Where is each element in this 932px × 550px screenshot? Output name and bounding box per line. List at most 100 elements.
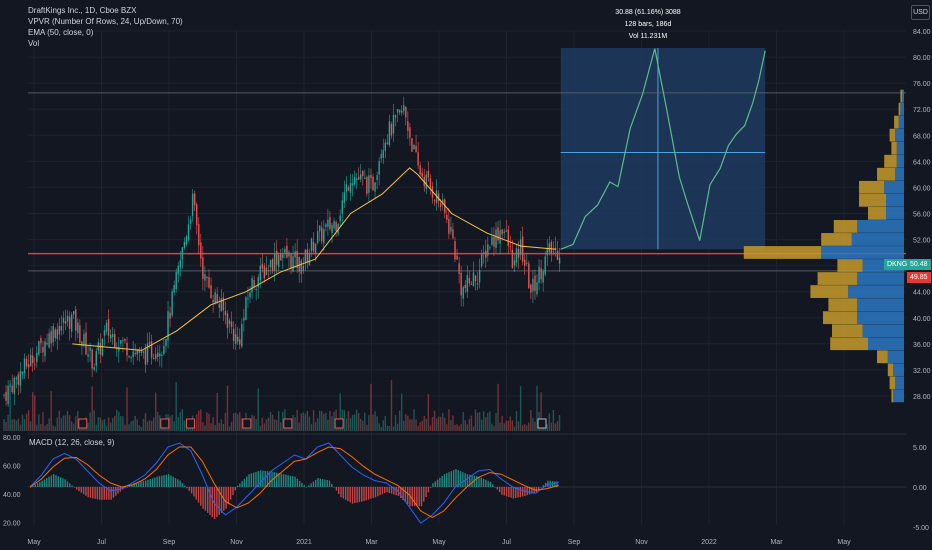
volume-bar [480, 419, 483, 431]
volume-bar [126, 387, 128, 431]
macd-hist-bar [32, 485, 34, 487]
macd-hist-bar [287, 475, 289, 487]
macd-hist-bar [372, 487, 374, 499]
macd-hist-bar [94, 487, 96, 499]
candle-body [70, 314, 73, 332]
volume-bar [556, 421, 559, 431]
volume-bar [230, 421, 233, 431]
candle-body [89, 347, 91, 351]
macd-hist-bar [390, 487, 393, 494]
candle-body [339, 215, 341, 222]
candle-body [210, 285, 212, 299]
macd-hist-bar [370, 487, 372, 499]
macd-hist-bar [285, 474, 287, 487]
y-tick-label: 52.00 [913, 238, 931, 245]
candle-body [378, 161, 380, 175]
earnings-marker [185, 418, 195, 429]
macd-hist-bar [452, 470, 455, 487]
macd-hist-bar [469, 474, 471, 487]
macd-hist-bar [538, 487, 540, 490]
candle-body [3, 394, 5, 396]
candle-body [429, 178, 432, 188]
candle-body [517, 248, 520, 258]
volume-bar [442, 413, 444, 431]
macd-hist-bar [55, 475, 57, 487]
volume-bar [255, 419, 257, 431]
candle-body [200, 242, 202, 259]
candle-body [351, 183, 354, 186]
volume-bar [208, 413, 210, 431]
macd-hist-bar [510, 487, 512, 498]
volume-bar [152, 417, 155, 431]
volume-bar [407, 415, 409, 431]
candle-body [442, 199, 444, 204]
macd-hist-bar [110, 487, 112, 500]
volume-bar [95, 424, 97, 431]
candle-body [44, 341, 46, 357]
volume-bar [93, 410, 95, 431]
volume-bar [9, 380, 11, 431]
candle-body [362, 170, 364, 176]
macd-hist-bar [165, 474, 168, 487]
volume-bar [275, 420, 278, 431]
candle-body [417, 152, 419, 166]
candle-body [173, 285, 175, 293]
currency-badge[interactable]: USD [911, 5, 930, 20]
vp-bar-down [891, 389, 894, 403]
macd-hist-bar [363, 487, 365, 502]
candle-body [169, 312, 171, 319]
volume-bar [511, 420, 514, 431]
candle-body [155, 354, 157, 359]
candle-body [386, 142, 389, 144]
vp-bar-down [821, 233, 852, 246]
macd-hist-bar [80, 487, 82, 493]
volume-bar [294, 417, 296, 431]
x-tick-label: 2022 [701, 539, 717, 546]
vp-bar-up [893, 389, 904, 403]
candle-body [255, 288, 257, 290]
volume-bar [304, 413, 307, 431]
volume-bar [105, 426, 108, 431]
macd-hist-bar [296, 478, 299, 487]
candle-body [304, 249, 307, 263]
volume-bar [472, 426, 475, 431]
candle-body [511, 249, 514, 269]
candle-body [329, 217, 331, 230]
macd-hist-bar [211, 487, 213, 517]
volume-bar [237, 414, 239, 431]
vp-bar-up [857, 272, 904, 285]
candle-body [425, 174, 428, 189]
candle-body [159, 353, 161, 357]
candle-body [167, 311, 169, 341]
candle-body [73, 311, 75, 315]
vp-bar-down [859, 193, 886, 207]
macd-hist-bar [236, 485, 239, 487]
macd-hist-bar [446, 473, 448, 487]
candle-body [532, 278, 534, 292]
vp-bar-up [902, 89, 904, 103]
candle-body [478, 270, 481, 283]
candle-body [435, 190, 438, 204]
candle-body [446, 214, 448, 220]
macd-hist-bar [41, 480, 43, 487]
candle-body [433, 200, 436, 202]
volume-bar [526, 425, 528, 431]
macd-hist-bar [62, 478, 64, 487]
macd-hist-bar [340, 487, 342, 498]
candle-body [474, 275, 477, 282]
candle-body [150, 341, 153, 358]
measure-readout: 30.88 (61.16%) 3088 128 bars, 186d Vol 1… [600, 7, 696, 43]
candle-body [501, 229, 503, 235]
macd-hist-bar [420, 487, 423, 507]
candle-body [34, 364, 36, 366]
candle-body [216, 294, 218, 304]
candle-body [419, 165, 421, 175]
volume-bar [271, 414, 274, 431]
volume-bar [517, 421, 520, 431]
volume-bar [437, 416, 440, 431]
candle-body [214, 292, 216, 304]
vp-bar-down [884, 154, 897, 168]
candle-body [261, 264, 264, 269]
volume-bar [261, 417, 264, 431]
volume-bar [52, 425, 54, 431]
